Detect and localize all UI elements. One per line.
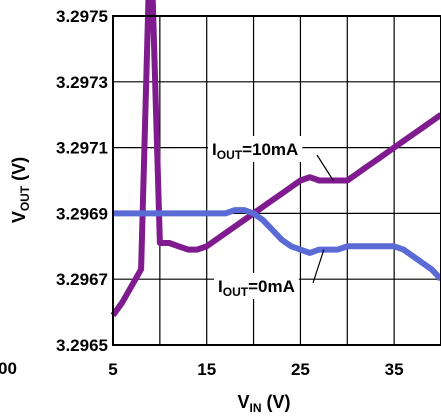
x-axis-title-main: V [237,392,249,412]
y-tick-label: 3.2973 [56,73,108,92]
y-tick-label: 3.2971 [56,139,108,158]
annotation-sub: OUT [217,148,243,162]
annotation-main: I [218,277,223,296]
annotation-background [208,136,303,162]
annotation-leader-line [316,154,334,181]
y-tick-label: 3.2975 [56,7,108,26]
y-axis-title-main: V [9,211,29,223]
x-axis-title: VIN (V) [237,392,290,415]
x-axis-title-sub: IN [250,401,262,415]
x-tick-label: 35 [385,360,404,379]
y-tick-label: 3.2967 [56,270,108,289]
tick-labels: 5 15 25 35 3.2965 3.2967 3.2969 3.2971 3.2973 3.2… [56,7,404,379]
series-annotation-1: IOUT=0mA [218,277,295,299]
annotation-leader-line [312,249,325,284]
y-axis-title-sub: OUT [18,185,32,211]
series-layer [110,0,441,318]
annotation-main: I [212,140,217,159]
series-line-0 [110,0,441,318]
annotation-background [214,273,299,299]
x-tick-label: 15 [197,360,216,379]
x-tick-label: 5 [108,360,117,379]
y-axis-title-unit: (V) [9,157,29,186]
series-line-1 [113,207,441,282]
x-tick-label: 25 [291,360,310,379]
series-annotation-0: IOUT=10mA [212,140,298,162]
y-tick-label: 3.2965 [56,336,108,355]
plot-frame [112,15,441,346]
annotation-sub: OUT [223,285,249,299]
annotation-rest: =10mA [242,140,298,159]
annotation-rest: =0mA [248,277,295,296]
y-axis-title: VOUT (V) [9,157,32,223]
partial-left-tick-label: 00 [0,359,17,378]
y-tick-label: 3.2969 [56,204,108,223]
x-axis-title-unit: (V) [262,392,291,412]
